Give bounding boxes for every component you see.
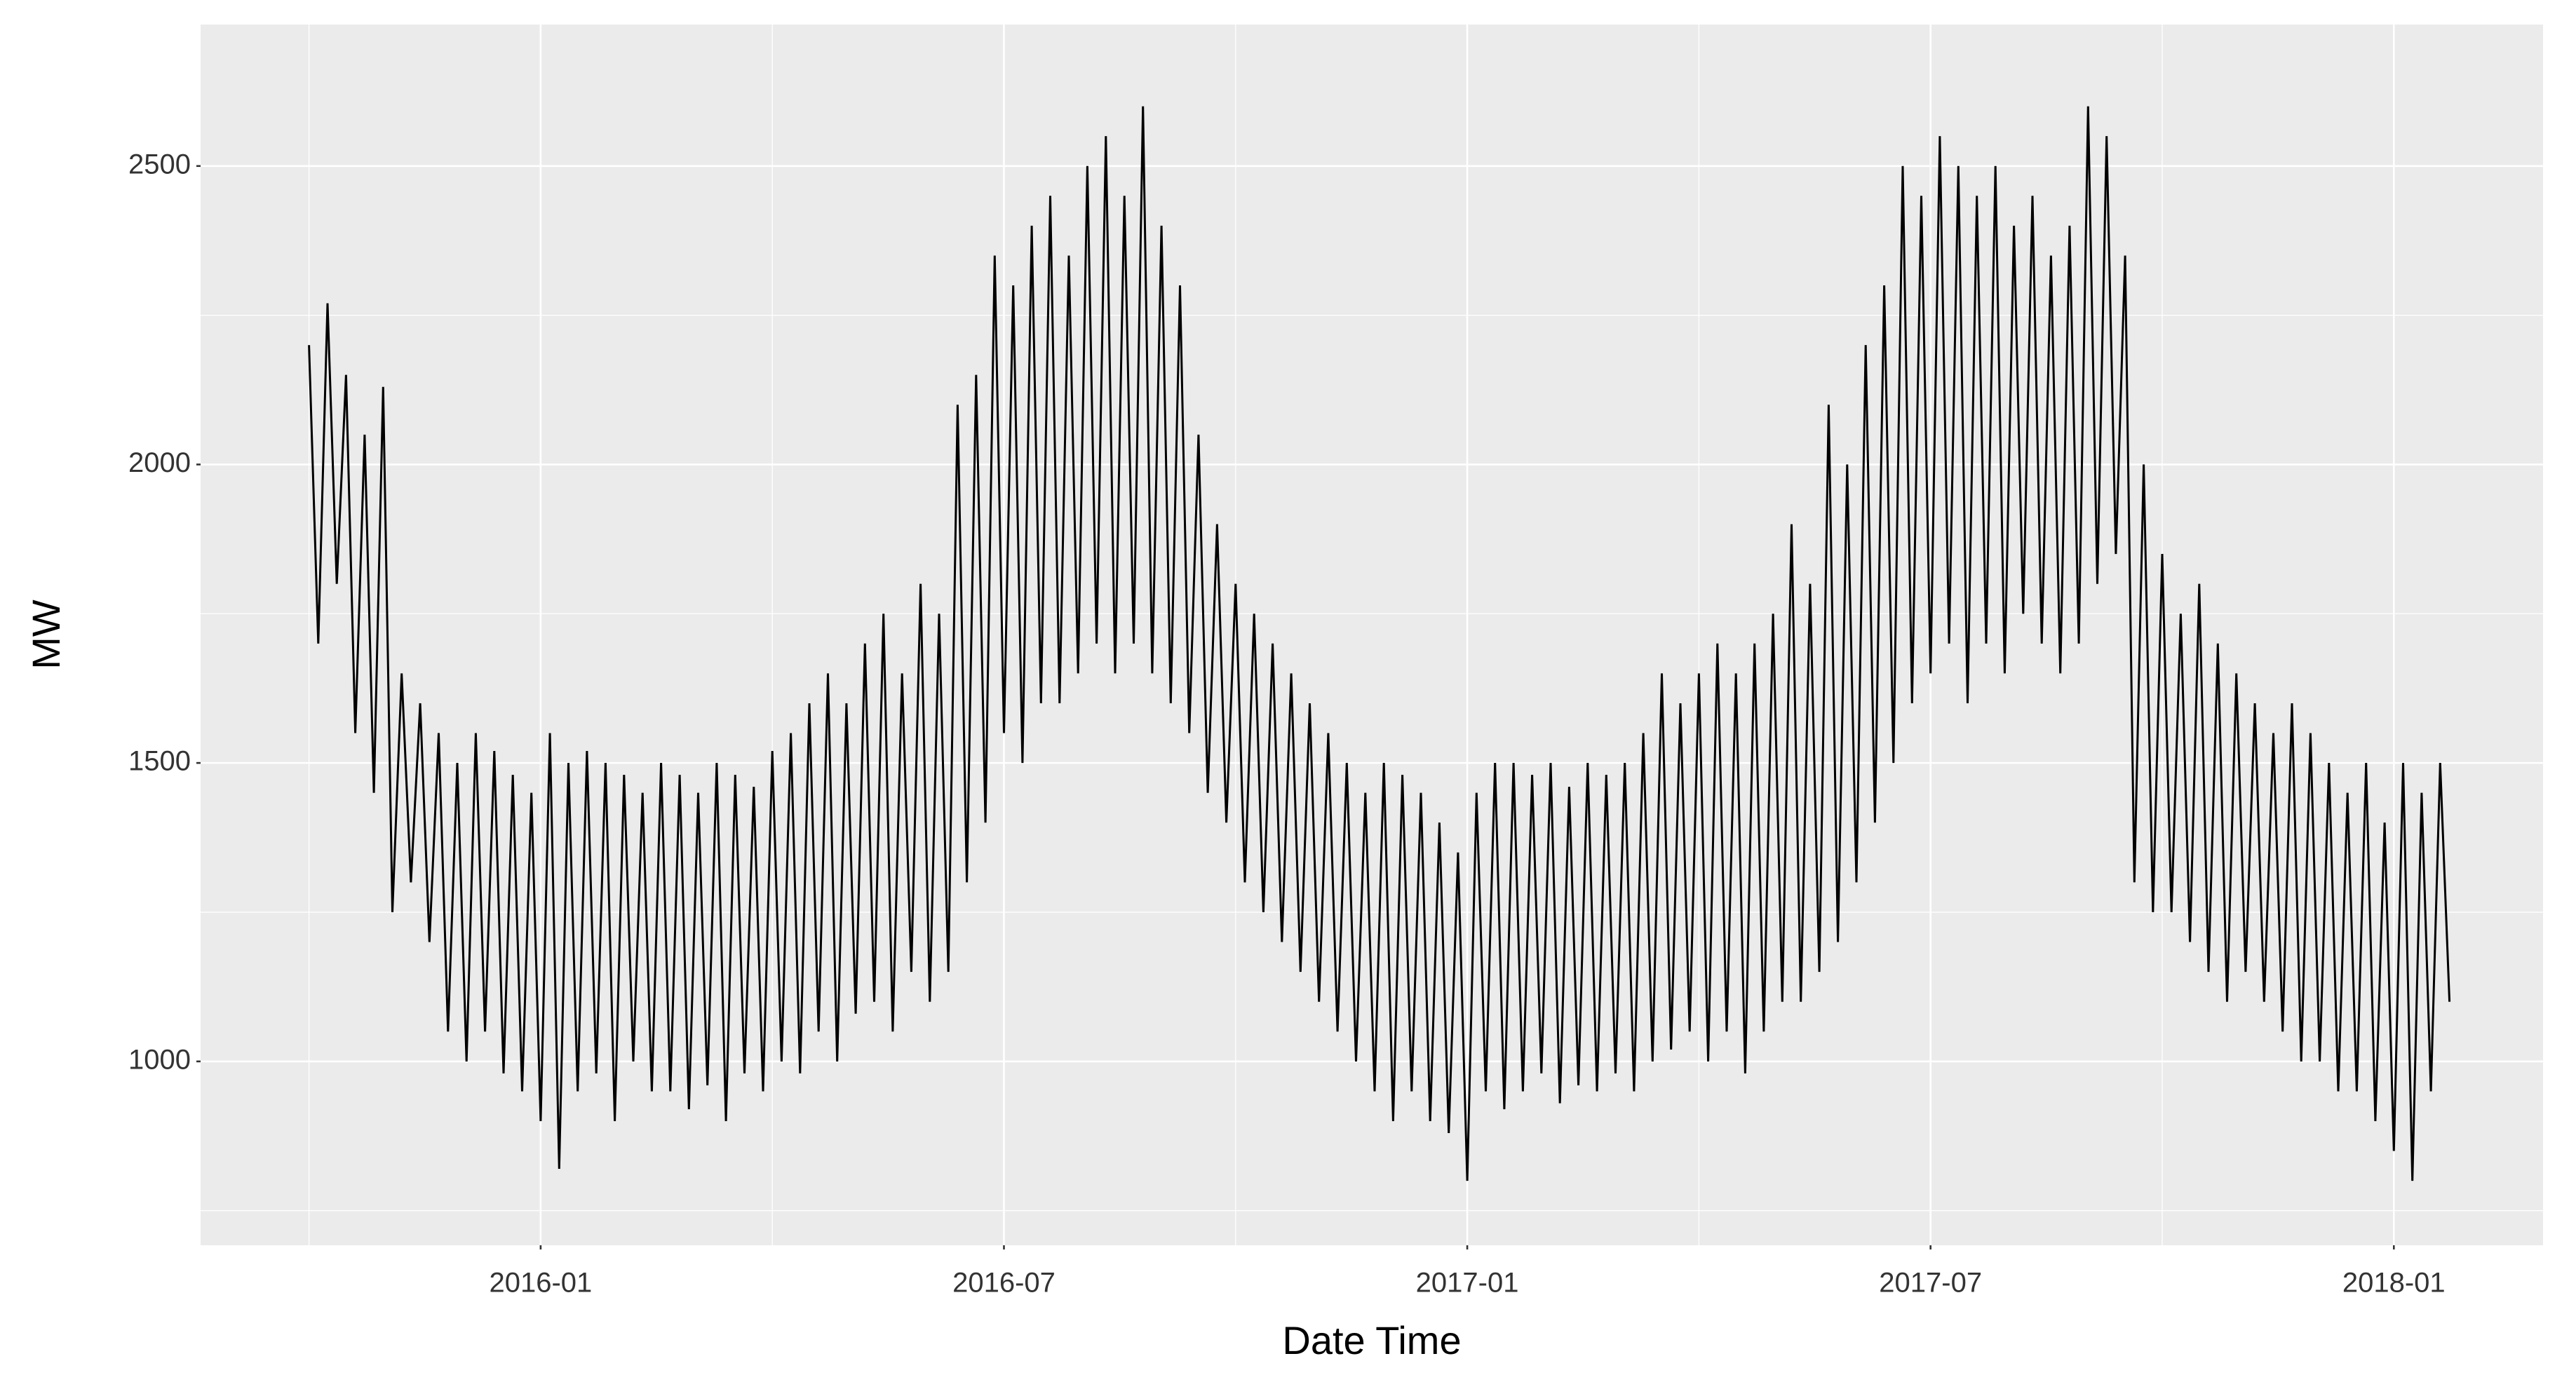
x-tick-label: 2018-01 xyxy=(2342,1268,2446,1299)
y-axis-title: MW xyxy=(24,599,68,670)
plot-panel xyxy=(201,25,2543,1245)
x-tick-label: 2017-07 xyxy=(1879,1268,1982,1299)
x-tick-label: 2016-01 xyxy=(489,1268,592,1299)
x-axis-title: Date Time xyxy=(1282,1318,1461,1362)
x-tick-label: 2016-07 xyxy=(952,1268,1056,1299)
y-tick-label: 1000 xyxy=(128,1044,191,1075)
x-tick-label: 2017-01 xyxy=(1416,1268,1519,1299)
y-tick-label: 2000 xyxy=(128,447,191,478)
data-line xyxy=(308,106,2451,1181)
y-tick-label: 2500 xyxy=(128,149,191,179)
y-tick-label: 1500 xyxy=(128,746,191,777)
